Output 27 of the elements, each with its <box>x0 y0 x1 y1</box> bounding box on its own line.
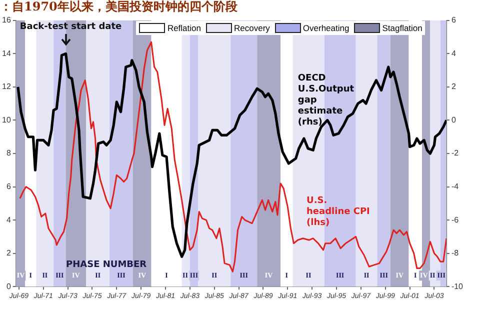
y-tick-label: 8 <box>6 148 12 158</box>
annotation: Overheating <box>302 23 350 34</box>
annotation: Recovery <box>234 23 270 34</box>
y2-tick-label: -4 <box>451 182 460 191</box>
y2-tick-label: -2 <box>451 148 460 158</box>
annotation: PHASE NUMBER <box>66 260 147 270</box>
y2-tick-label: 0 <box>451 115 456 124</box>
y-tick-label: 16 <box>2 16 12 25</box>
y-tick-label: 4 <box>6 215 12 224</box>
y2-tick-label: -6 <box>451 215 460 224</box>
y-tick-label: 2 <box>6 248 12 258</box>
chart-title: ：自1970年以来，美国投资时钟的四个阶段 <box>0 0 238 14</box>
y2-tick-label: -10 <box>451 282 464 291</box>
annotation: Back-test start date <box>20 22 122 32</box>
y-tick-label: 12 <box>2 82 12 92</box>
y-tick-label: 6 <box>6 182 12 191</box>
y2-tick-label: 6 <box>451 16 456 25</box>
annotation: Stagflation <box>382 23 422 34</box>
series-label: U.S. headline CPI (lhs) <box>306 196 370 228</box>
annotation: Reflation <box>167 23 201 34</box>
y2-tick-label: 2 <box>451 82 456 92</box>
y2-tick-label: -8 <box>451 248 460 258</box>
y-tick-label: 0 <box>6 282 12 291</box>
y2-tick-label: 4 <box>451 48 456 58</box>
y-tick-label: 14 <box>2 48 12 58</box>
series-label: OECD U.S.Output gap estimate (rhs) <box>298 73 355 128</box>
y-tick-label: 10 <box>2 115 12 124</box>
